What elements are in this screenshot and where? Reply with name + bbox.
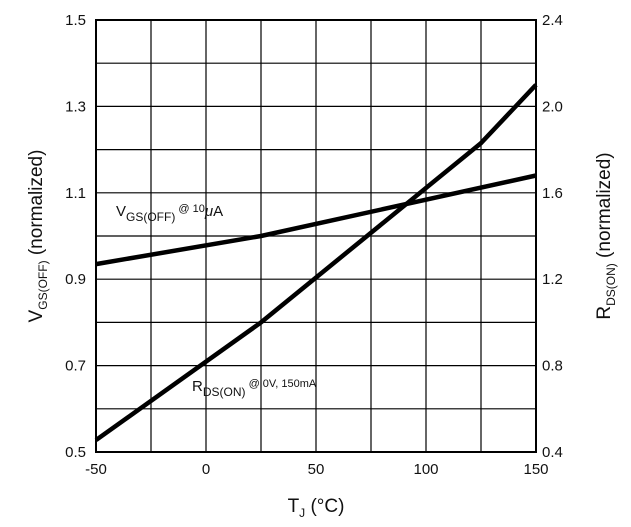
y-left-tick-label: 1.1 (65, 185, 86, 202)
y-left-tick-label: 0.5 (65, 444, 86, 461)
y-right-tick-label: 1.2 (542, 271, 563, 288)
x-tick-label: 0 (202, 461, 210, 478)
x-tick-label: 50 (308, 461, 325, 478)
x-tick-label: -50 (85, 461, 107, 478)
y-left-axis-title: VGS(OFF) (normalized) (26, 150, 50, 323)
y-right-tick-label: 1.6 (542, 185, 563, 202)
plot-frame (95, 19, 537, 453)
y-right-tick-label: 2.4 (542, 12, 563, 29)
x-axis-title: TJ (°C) (288, 496, 345, 520)
x-tick-label: 150 (523, 461, 548, 478)
series-line-rds-on (94, 83, 538, 442)
y-right-axis-title: RDS(ON) (normalized) (594, 152, 618, 319)
series-line-vgs-off (95, 173, 537, 267)
annotation-rds-on: RDS(ON) @ 0V, 150mA (192, 378, 317, 399)
annotation-vgs-off: VGS(OFF) @ 10μA (116, 203, 223, 224)
y-right-tick-label: 0.8 (542, 358, 563, 375)
y-left-tick-label: 1.5 (65, 12, 86, 29)
ticks-layer: 1.5 1.3 1.1 0.9 0.7 0.5 2.4 2.0 1.6 1.2 0.8 0.4 -50 0… (65, 12, 563, 478)
y-right-tick-label: 2.0 (542, 98, 563, 115)
y-left-tick-label: 0.9 (65, 271, 86, 288)
y-left-tick-label: 1.3 (65, 98, 86, 115)
x-tick-label: 100 (413, 461, 438, 478)
y-left-tick-label: 0.7 (65, 358, 86, 375)
series-layer (94, 83, 538, 442)
y-right-tick-label: 0.4 (542, 444, 563, 461)
